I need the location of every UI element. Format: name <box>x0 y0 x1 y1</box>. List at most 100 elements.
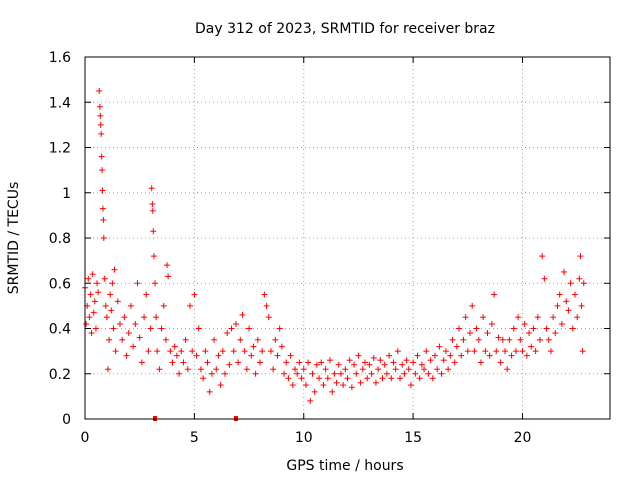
data-point <box>327 357 333 364</box>
data-point <box>456 325 463 332</box>
data-point <box>112 348 119 355</box>
data-point <box>281 370 288 377</box>
data-point <box>219 348 226 355</box>
data-point <box>152 280 158 287</box>
data-point <box>261 291 268 298</box>
data-point <box>143 291 150 298</box>
data-point <box>232 320 239 327</box>
data-point <box>366 361 373 368</box>
data-point <box>228 325 235 332</box>
data-point <box>213 366 220 373</box>
data-point <box>318 359 325 366</box>
data-point <box>512 348 519 355</box>
data-point <box>148 185 155 192</box>
data-point <box>86 314 93 321</box>
data-point <box>294 370 301 377</box>
data-point <box>477 359 484 366</box>
data-point <box>149 201 156 208</box>
data-point <box>488 320 495 327</box>
data-point <box>96 103 103 110</box>
data-point <box>335 361 342 368</box>
data-point <box>145 348 152 355</box>
data-point <box>401 370 408 377</box>
data-point <box>97 121 104 128</box>
data-point <box>267 348 274 355</box>
data-point <box>344 375 351 382</box>
data-point <box>296 359 303 366</box>
data-point <box>92 325 99 332</box>
data-point <box>418 361 425 368</box>
data-point <box>491 291 498 298</box>
data-point <box>89 271 96 278</box>
data-point <box>276 325 283 332</box>
data-point <box>458 352 465 359</box>
y-tick-label: 1 <box>62 186 71 202</box>
x-tick-label: 0 <box>81 430 90 446</box>
data-point <box>394 348 401 355</box>
data-point <box>517 336 524 343</box>
data-point <box>320 382 327 389</box>
data-point <box>254 336 261 343</box>
data-point <box>473 325 480 332</box>
data-point <box>211 336 218 343</box>
data-point <box>486 352 493 359</box>
data-point <box>250 343 257 350</box>
data-point <box>150 228 157 235</box>
data-point <box>447 352 454 359</box>
data-point <box>359 366 366 373</box>
data-point <box>526 330 533 337</box>
data-point <box>342 366 349 373</box>
data-point <box>534 314 541 321</box>
data-point <box>178 348 185 355</box>
data-point <box>434 366 441 373</box>
data-point <box>230 348 237 355</box>
data-point <box>572 291 578 298</box>
data-point <box>510 325 517 332</box>
data-point <box>530 325 537 332</box>
data-point <box>381 361 388 368</box>
y-tick-label: 1.2 <box>49 141 71 157</box>
data-point <box>569 325 576 332</box>
data-point <box>578 302 585 309</box>
data-point <box>383 370 390 377</box>
x-tick-label: 20 <box>514 430 532 446</box>
data-point <box>292 366 298 373</box>
data-point <box>346 357 353 364</box>
data-point <box>187 302 193 309</box>
data-point <box>403 357 410 364</box>
data-point <box>449 336 456 343</box>
data-point <box>307 397 314 404</box>
data-point <box>467 330 473 337</box>
data-point <box>132 320 139 327</box>
data-point <box>217 382 224 389</box>
y-tick-label: 0.6 <box>49 276 71 292</box>
data-point <box>556 291 563 298</box>
grid <box>85 57 610 419</box>
data-point <box>283 359 290 366</box>
data-point <box>156 366 163 373</box>
data-point <box>506 336 513 343</box>
data-point <box>390 359 397 366</box>
data-point <box>243 366 250 373</box>
data-point <box>543 325 550 332</box>
y-tick-label: 0 <box>62 412 71 428</box>
data-point <box>125 330 132 337</box>
data-point <box>259 348 266 355</box>
data-point <box>565 307 572 314</box>
data-point <box>532 348 539 355</box>
data-point <box>102 302 109 309</box>
data-point <box>484 330 491 337</box>
data-point <box>94 280 101 287</box>
data-point <box>99 205 106 212</box>
y-axis: 0 0.2 0.4 0.6 0.8 1 1.2 1.4 1.6 <box>49 50 610 428</box>
data-point <box>438 370 445 377</box>
data-point <box>104 366 111 373</box>
data-point <box>362 359 368 366</box>
data-point <box>95 289 102 296</box>
data-point <box>164 262 171 269</box>
data-point <box>96 87 103 94</box>
data-point <box>100 216 107 223</box>
data-point <box>399 361 406 368</box>
data-point <box>289 382 296 389</box>
data-point <box>103 314 110 321</box>
